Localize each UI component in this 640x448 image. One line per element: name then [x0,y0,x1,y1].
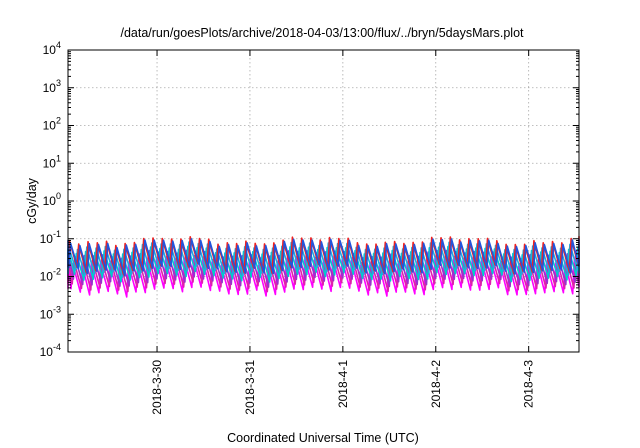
x-tick-label: 2018-3-30 [150,360,164,415]
y-tick-label: 10-4 [40,342,61,359]
series-line [67,238,580,277]
series-line [67,245,580,283]
y-tick-label: 100 [43,191,61,208]
series-group [67,235,580,298]
grid [68,50,579,352]
x-tick-label: 2018-4-3 [522,360,536,408]
axis-ticks [68,49,579,353]
x-tick-label: 2018-3-31 [243,360,257,415]
y-tick-label: 10-1 [40,229,61,246]
series-line [67,235,580,276]
x-tick-labels: 2018-3-30 2018-3-31 2018-4-1 2018-4-2 2018-4… [150,360,536,415]
y-tick-label: 10-3 [40,304,61,321]
y-tick-label: 101 [43,153,61,170]
y-tick-labels: 10-4 10-3 10-2 10-1 100 101 102 103 104 [40,40,61,359]
x-tick-label: 2018-4-1 [336,360,350,408]
y-tick-label: 104 [43,40,61,57]
x-tick-label: 2018-4-2 [429,360,443,408]
y-tick-label: 10-2 [40,267,61,284]
y-tick-label: 102 [43,116,61,133]
series-line [67,241,580,278]
y-axis-label: cGy/day [25,177,39,224]
y-tick-label: 103 [43,78,61,95]
chart-title: /data/run/goesPlots/archive/2018-04-03/1… [120,26,524,40]
x-axis-label: Coordinated Universal Time (UTC) [227,431,419,445]
